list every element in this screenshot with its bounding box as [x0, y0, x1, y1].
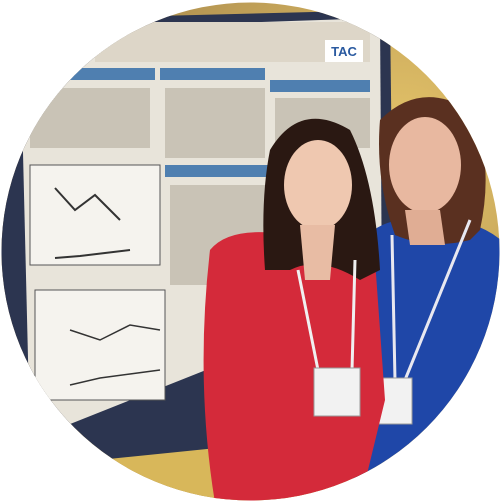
- section-header: [25, 68, 155, 80]
- red-sweater: [203, 232, 385, 501]
- section-header: [160, 68, 265, 80]
- chart-line: [69, 324, 161, 341]
- chart-line: [54, 187, 121, 221]
- badge: [313, 367, 361, 417]
- lanyard: [296, 259, 357, 371]
- lanyard: [390, 219, 472, 381]
- neck: [300, 225, 335, 280]
- logo-box: [325, 40, 363, 62]
- chart-line: [54, 249, 131, 259]
- chart-line: [69, 369, 161, 386]
- section-header: [165, 165, 270, 177]
- section-header: [270, 80, 370, 92]
- face: [284, 140, 352, 230]
- face: [389, 117, 461, 213]
- logo: TAC: [331, 44, 357, 59]
- chart-panel: [34, 289, 166, 401]
- chart-panel: [29, 164, 161, 266]
- neck: [405, 210, 445, 245]
- poster-title-area: [95, 22, 370, 62]
